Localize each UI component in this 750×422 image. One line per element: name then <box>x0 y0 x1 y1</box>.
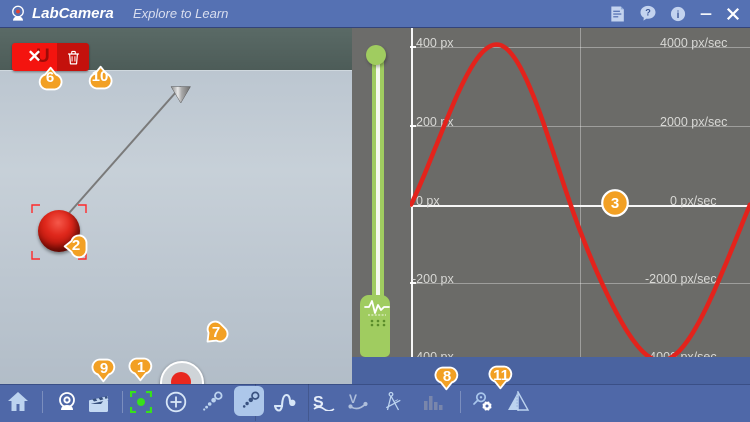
svg-text:?: ? <box>645 8 651 18</box>
svg-text:V: V <box>349 392 357 406</box>
svg-text:i: i <box>677 10 680 21</box>
